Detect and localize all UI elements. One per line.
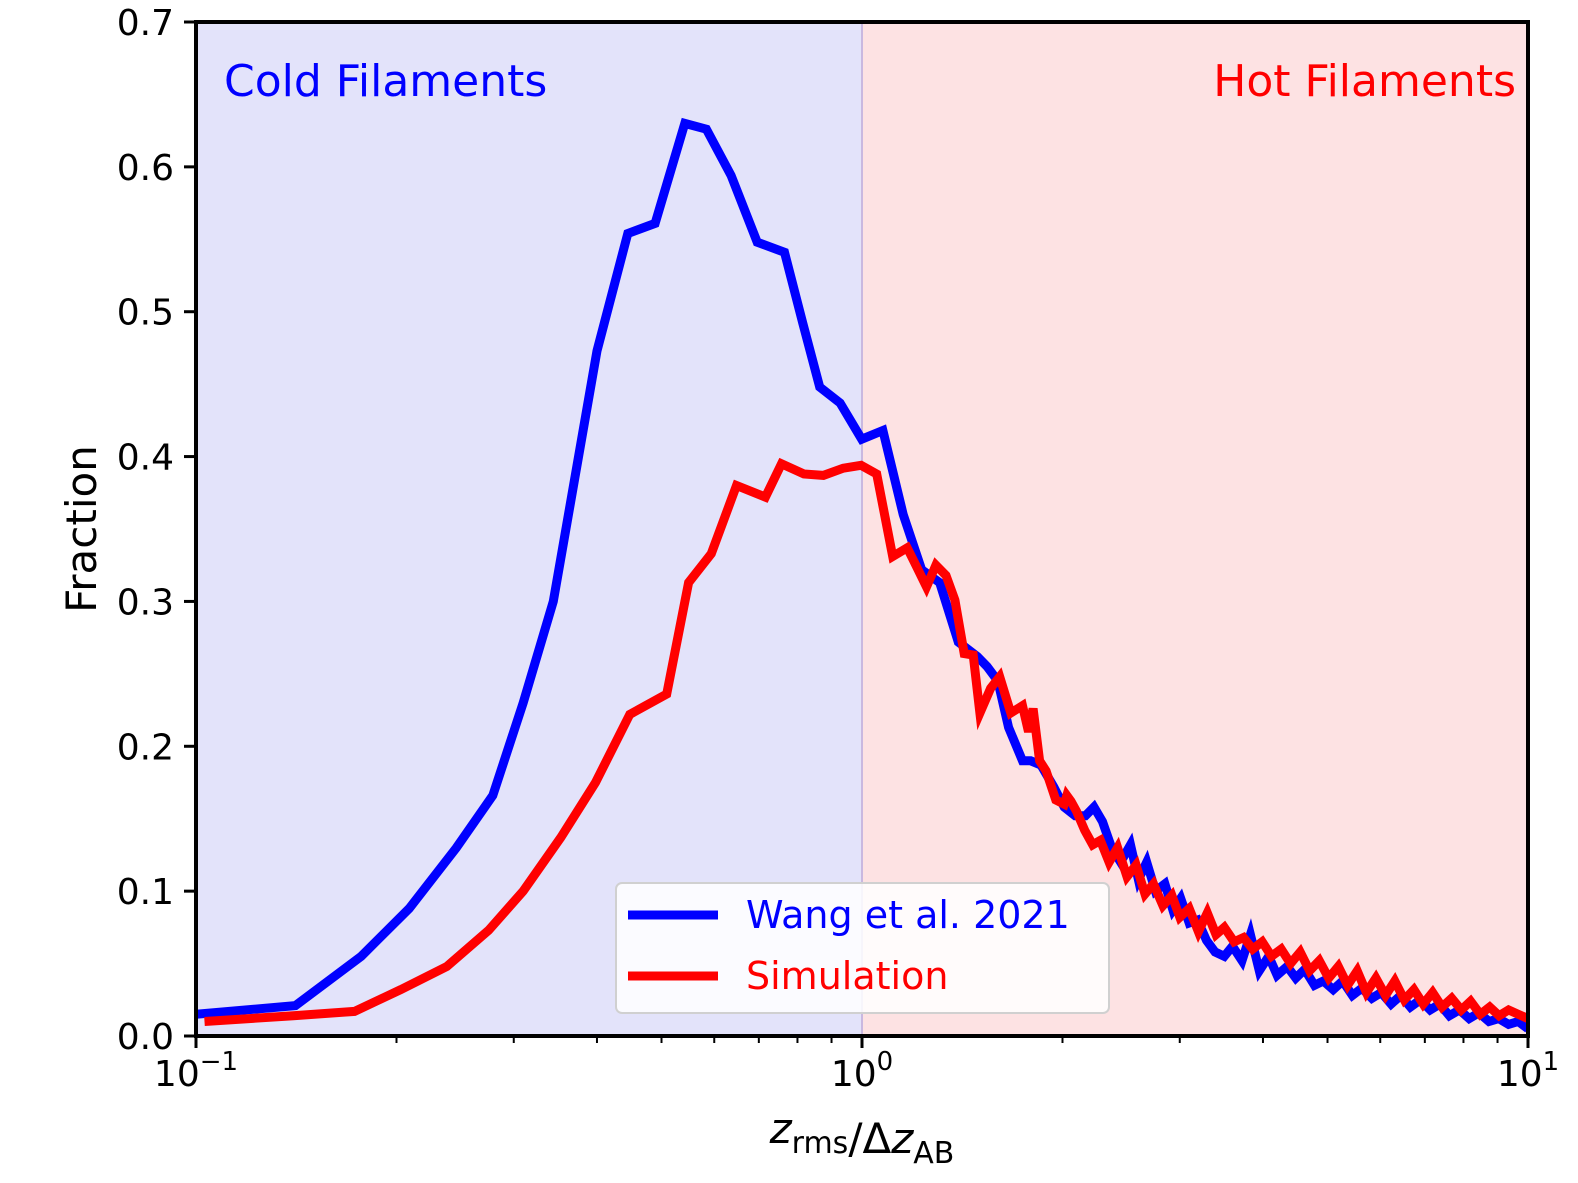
region-label-hot: Hot Filaments [1213, 56, 1516, 107]
y-tick-label: 0.0 [117, 1017, 174, 1058]
y-tick-label: 0.6 [117, 148, 174, 189]
x-tick-label: 101 [1497, 1047, 1559, 1095]
legend-label: Simulation [746, 954, 948, 998]
series-lines [196, 117, 1528, 1033]
legend-box [615, 882, 1110, 1014]
region-label-cold: Cold Filaments [224, 56, 547, 107]
y-tick-label: 0.2 [117, 727, 174, 768]
y-tick-label: 0.1 [117, 872, 174, 913]
axis-titles: Fraction zrms/ΔzAB [57, 445, 954, 1171]
y-tick-label: 0.3 [117, 582, 174, 623]
region-cold-background [196, 22, 862, 1036]
region-hot-background [862, 22, 1528, 1036]
x-axis-title: zrms/ΔzAB [769, 1104, 955, 1171]
y-axis-title: Fraction [57, 445, 106, 613]
x-tick-label: 100 [831, 1047, 893, 1095]
y-tick-label: 0.5 [117, 293, 174, 334]
region-labels: Cold Filaments Hot Filaments [224, 56, 1516, 107]
y-tick-label: 0.4 [117, 438, 174, 479]
y-tick-label: 0.7 [117, 3, 174, 44]
x-tick-label: 10−1 [154, 1047, 238, 1095]
legend-label: Wang et al. 2021 [746, 893, 1070, 937]
region-backgrounds [196, 22, 1528, 1036]
series-line-simulation [204, 457, 1528, 1026]
axis-ticks: 0.0 0.1 0.2 0.3 0.4 0.5 0.6 0.7 10−1 100 101 [117, 3, 1559, 1095]
legend: Wang et al. 2021 Simulation [615, 882, 1110, 1014]
